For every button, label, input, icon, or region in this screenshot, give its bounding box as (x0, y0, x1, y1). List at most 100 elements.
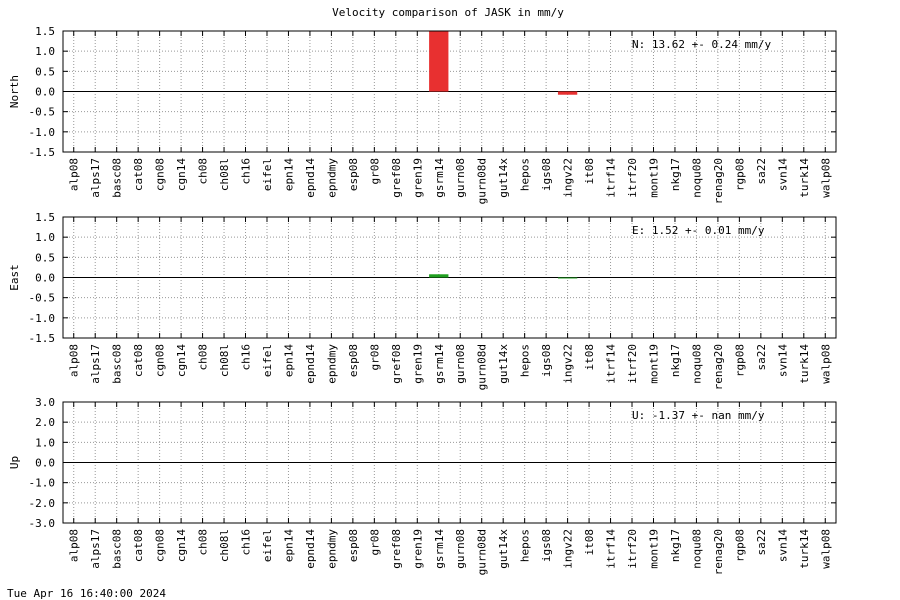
x-tick-label: gsrm14 (433, 344, 446, 384)
x-tick-label: ch16 (240, 529, 253, 556)
x-tick-label: ingv22 (562, 158, 575, 198)
x-tick-label: epn14 (282, 344, 295, 377)
x-tick-label: alps17 (89, 158, 102, 198)
x-tick-label: gurn08 (454, 344, 467, 384)
x-tick-label: walp08 (819, 158, 832, 198)
y-tick-label: -1.5 (29, 332, 56, 345)
x-tick-label: cgn14 (175, 529, 188, 562)
x-tick-label: cgn14 (175, 344, 188, 377)
x-tick-label: svn14 (776, 344, 789, 377)
bar (557, 277, 578, 279)
bar (429, 274, 449, 278)
x-tick-label: gurn08d (476, 158, 489, 204)
x-tick-label: basc08 (111, 529, 124, 569)
x-tick-label: turk14 (798, 529, 811, 569)
x-tick-label: it08 (583, 344, 596, 371)
x-tick-label: sa22 (755, 344, 768, 371)
x-tick-label: noqu08 (690, 344, 703, 384)
y-tick-label: 1.0 (35, 436, 55, 449)
x-tick-label: ch08l (218, 158, 231, 191)
x-tick-label: walp08 (819, 344, 832, 384)
y-tick-label: -1.0 (29, 126, 56, 139)
x-tick-label: epn14 (282, 158, 295, 191)
x-tick-label: gr08 (368, 344, 381, 371)
x-tick-label: hepos (519, 529, 532, 562)
y-tick-label: -1.0 (29, 477, 56, 490)
x-tick-label: walp08 (819, 529, 832, 569)
x-tick-label: gut14x (497, 529, 510, 569)
x-tick-label: rgp08 (733, 344, 746, 377)
x-tick-label: gurn08 (454, 158, 467, 198)
x-tick-label: it08 (583, 529, 596, 556)
x-tick-label: epnd14 (304, 529, 317, 569)
x-tick-label: itrf14 (605, 344, 618, 384)
x-tick-label: epndmy (325, 344, 338, 384)
x-tick-label: igs08 (540, 344, 553, 377)
y-tick-label: 2.0 (35, 416, 55, 429)
x-tick-label: eifel (261, 529, 274, 562)
x-tick-label: svn14 (776, 529, 789, 562)
y-tick-label: 0.0 (35, 457, 55, 470)
x-tick-label: basc08 (111, 344, 124, 384)
x-tick-label: epndmy (325, 529, 338, 569)
y-tick-label: -1.5 (29, 146, 56, 159)
figure-title: Velocity comparison of JASK in mm/y (332, 6, 564, 19)
y-tick-label: 0.0 (35, 272, 55, 285)
x-tick-label: mont19 (647, 529, 660, 569)
x-tick-label: noqu08 (690, 158, 703, 198)
x-tick-label: ch08l (218, 344, 231, 377)
x-tick-label: eifel (261, 158, 274, 191)
x-tick-label: nkg17 (669, 529, 682, 562)
x-tick-label: gurn08d (476, 529, 489, 575)
x-tick-label: ingv22 (562, 529, 575, 569)
x-tick-label: gurn08d (476, 344, 489, 390)
y-tick-label: 1.0 (35, 45, 55, 58)
annotation: E: 1.52 +- 0.01 mm/y (632, 224, 765, 237)
x-tick-label: alp08 (68, 158, 81, 191)
y-tick-label: 0.0 (35, 86, 55, 99)
x-tick-label: gut14x (497, 344, 510, 384)
x-tick-label: cat08 (132, 529, 145, 562)
x-tick-label: gren19 (411, 529, 424, 569)
x-tick-label: itrf20 (626, 529, 639, 569)
y-tick-label: -0.5 (29, 292, 56, 305)
x-tick-label: sa22 (755, 529, 768, 556)
y-axis-label: North (8, 75, 21, 108)
x-tick-label: cgn08 (154, 158, 167, 191)
x-tick-label: gut14x (497, 158, 510, 198)
y-tick-label: -3.0 (29, 517, 56, 530)
x-tick-label: alps17 (89, 344, 102, 384)
x-tick-label: itrf14 (605, 158, 618, 198)
x-tick-label: hepos (519, 344, 532, 377)
x-tick-label: epn14 (282, 529, 295, 562)
x-tick-label: gren19 (411, 158, 424, 198)
x-tick-label: gref08 (390, 158, 403, 198)
y-tick-label: -1.0 (29, 312, 56, 325)
x-tick-label: alp08 (68, 529, 81, 562)
y-tick-label: -0.5 (29, 106, 56, 119)
x-tick-label: igs08 (540, 158, 553, 191)
y-tick-label: 1.0 (35, 231, 55, 244)
x-tick-label: gren19 (411, 344, 424, 384)
y-axis-label: Up (8, 456, 21, 469)
x-tick-label: cgn08 (154, 344, 167, 377)
y-tick-label: 0.5 (35, 251, 55, 264)
x-tick-label: esp08 (347, 158, 360, 191)
x-tick-label: esp08 (347, 344, 360, 377)
plot-frame (62, 401, 837, 524)
x-tick-label: turk14 (798, 158, 811, 198)
x-tick-label: hepos (519, 158, 532, 191)
x-tick-label: gurn08 (454, 529, 467, 569)
x-tick-label: cat08 (132, 344, 145, 377)
bar (557, 91, 578, 95)
x-tick-label: gref08 (390, 344, 403, 384)
x-tick-label: igs08 (540, 529, 553, 562)
x-tick-label: itrf14 (605, 529, 618, 569)
footer-date: Tue Apr 16 16:40:00 2024 (7, 587, 166, 600)
plot-frame (62, 30, 837, 153)
x-tick-label: turk14 (798, 344, 811, 384)
x-tick-label: eifel (261, 344, 274, 377)
x-tick-label: epnd14 (304, 344, 317, 384)
bar (429, 31, 449, 92)
y-tick-label: -2.0 (29, 497, 56, 510)
